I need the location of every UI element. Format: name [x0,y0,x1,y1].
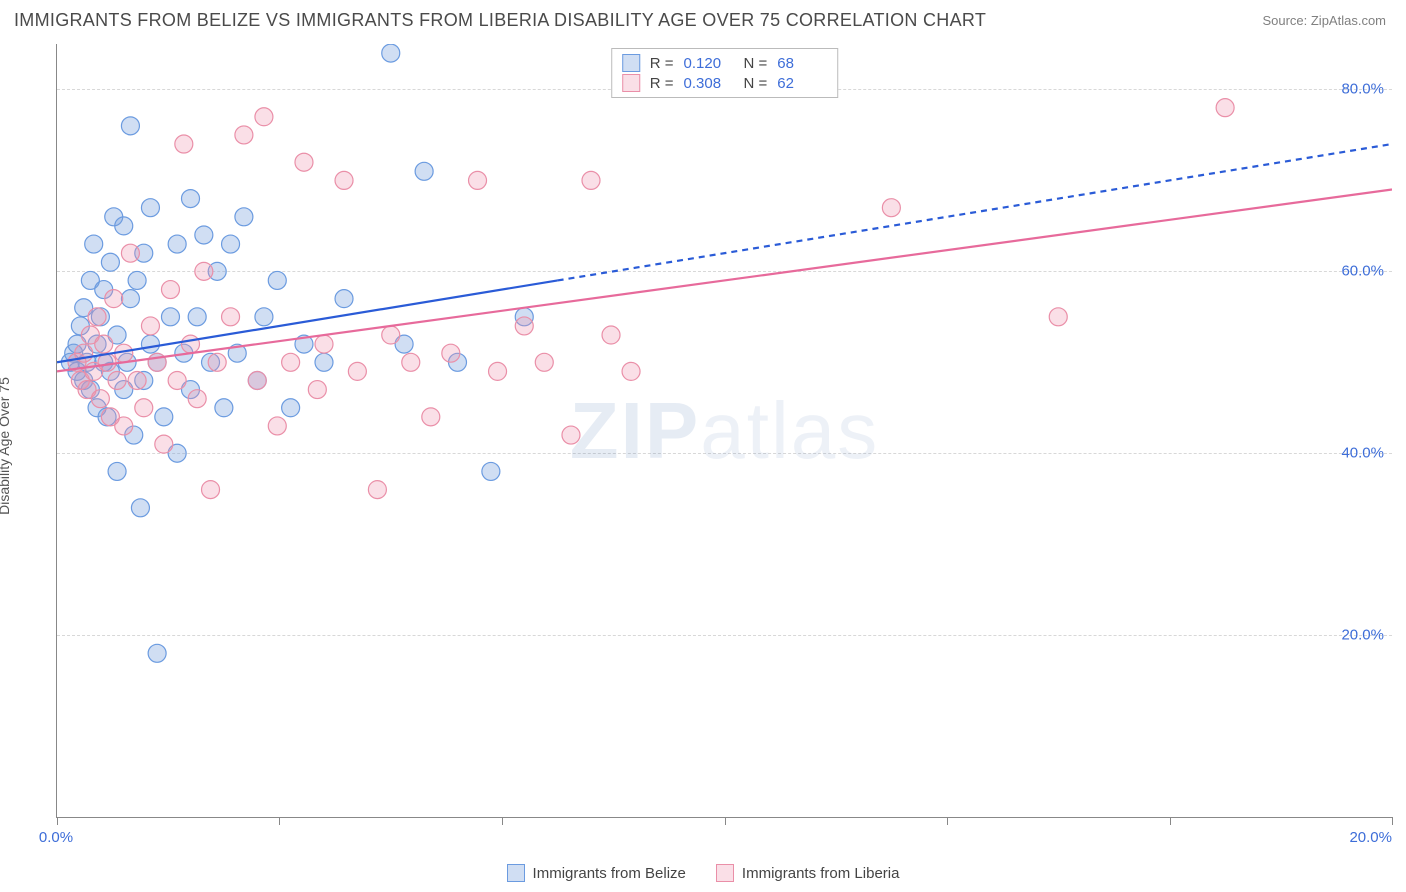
plot-area-wrap: Disability Age Over 75 R = 0.120 N = 68 … [14,44,1392,848]
legend-correlation: R = 0.120 N = 68 R = 0.308 N = 62 [611,48,839,98]
swatch-belize-footer [507,864,525,882]
swatch-liberia [622,74,640,92]
n-value-belize: 68 [777,55,827,72]
n-value-liberia: 62 [777,75,827,92]
footer-label-belize: Immigrants from Belize [533,865,686,882]
n-label: N = [744,55,768,72]
xtick-label-max: 20.0% [1349,829,1392,846]
legend-row-belize: R = 0.120 N = 68 [622,53,828,73]
footer-label-liberia: Immigrants from Liberia [742,865,900,882]
chart-svg [57,44,1392,817]
n-label: N = [744,75,768,92]
xtick-label-min: 0.0% [39,829,73,846]
swatch-liberia-footer [716,864,734,882]
chart-header: IMMIGRANTS FROM BELIZE VS IMMIGRANTS FRO… [0,0,1406,37]
r-label: R = [650,55,674,72]
legend-row-liberia: R = 0.308 N = 62 [622,73,828,93]
chart-title: IMMIGRANTS FROM BELIZE VS IMMIGRANTS FRO… [14,10,986,31]
footer-legend: Immigrants from Belize Immigrants from L… [0,864,1406,882]
plot-area: R = 0.120 N = 68 R = 0.308 N = 62 ZIPatl… [56,44,1392,818]
swatch-belize [622,54,640,72]
r-value-liberia: 0.308 [684,75,734,92]
footer-legend-belize: Immigrants from Belize [507,864,686,882]
r-label: R = [650,75,674,92]
footer-legend-liberia: Immigrants from Liberia [716,864,900,882]
y-axis-label: Disability Age Over 75 [0,377,12,515]
r-value-belize: 0.120 [684,55,734,72]
chart-source: Source: ZipAtlas.com [1262,13,1386,28]
